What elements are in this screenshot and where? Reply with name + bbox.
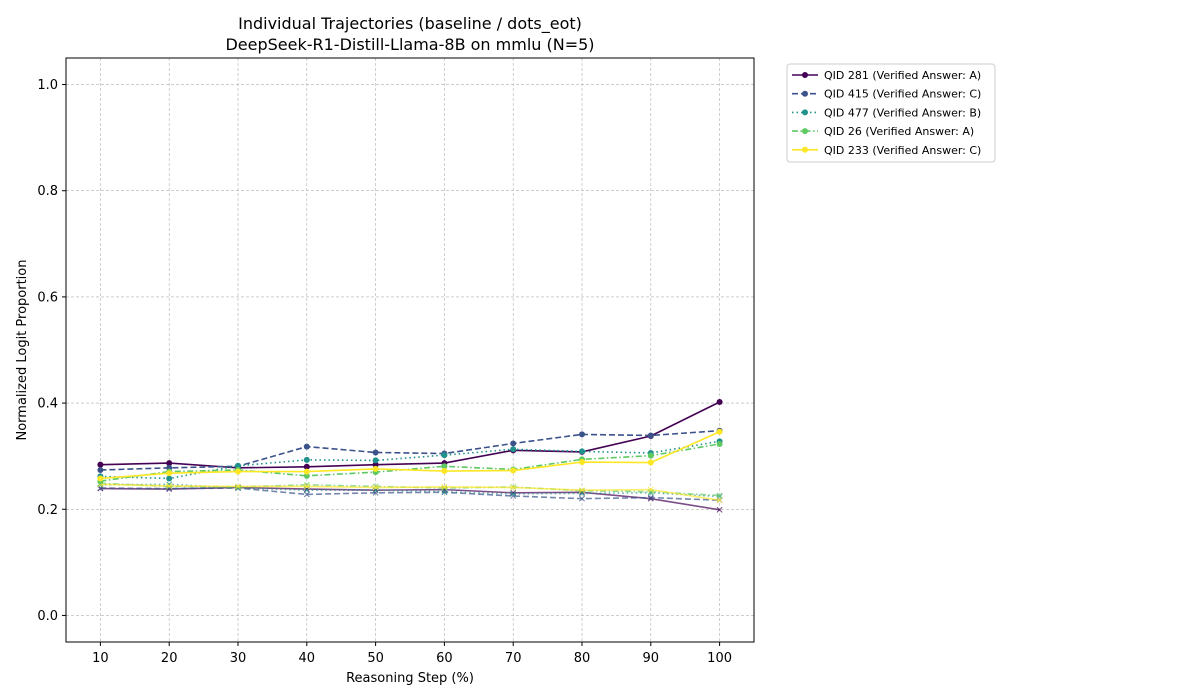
chart-subtitle: DeepSeek-R1-Distill-Llama-8B on mmlu (N=… bbox=[225, 35, 594, 54]
secondary-series-line-4 bbox=[100, 483, 720, 502]
series-point bbox=[303, 472, 310, 479]
series-point bbox=[372, 461, 379, 468]
secondary-series-point bbox=[303, 483, 310, 490]
y-axis-label: Normalized Logit Proportion bbox=[15, 260, 30, 441]
secondary-series-point bbox=[716, 506, 723, 513]
secondary-series-point bbox=[579, 487, 585, 494]
secondary-series-point bbox=[441, 483, 448, 490]
series-point bbox=[510, 446, 517, 453]
legend: QID 281 (Verified Answer: A) QID 415 (Ver… bbox=[786, 63, 996, 163]
secondary-series-point bbox=[372, 484, 379, 491]
series-point bbox=[510, 467, 517, 474]
series-line-1 bbox=[100, 429, 720, 471]
secondary-series-point bbox=[303, 491, 310, 498]
x-tick-label: 80 bbox=[574, 651, 591, 666]
x-tick-label: 40 bbox=[299, 651, 316, 666]
secondary-series-line-1 bbox=[100, 487, 720, 502]
series-point bbox=[716, 440, 723, 447]
series-point bbox=[235, 468, 241, 475]
series-point bbox=[579, 459, 585, 466]
chart-title: Individual Trajectories (baseline / dots… bbox=[238, 14, 582, 34]
series-point bbox=[647, 432, 654, 439]
series-point bbox=[303, 468, 310, 475]
secondary-series-point bbox=[510, 484, 517, 491]
legend-label: QID 233 (Verified Answer: C) bbox=[824, 144, 981, 157]
legend-label: QID 415 (Verified Answer: C) bbox=[824, 88, 981, 101]
series-point bbox=[166, 475, 173, 482]
series-line-0 bbox=[100, 401, 720, 469]
series-point bbox=[303, 443, 310, 450]
series-point bbox=[647, 459, 654, 466]
x-tick-label: 10 bbox=[92, 651, 109, 666]
legend-marker bbox=[802, 146, 808, 153]
secondary-series-point bbox=[372, 489, 379, 496]
x-tick-label: 60 bbox=[436, 651, 453, 666]
legend-label: QID 477 (Verified Answer: B) bbox=[824, 106, 981, 119]
x-tick-label: 30 bbox=[230, 651, 247, 666]
axis-ticks: 10 20 30 40 50 60 70 80 90 100 0.0 0.2 0.4 0.6 0.8 1.0 bbox=[37, 78, 732, 666]
secondary-series-point bbox=[510, 490, 517, 497]
legend-marker bbox=[802, 72, 808, 78]
series-line-3 bbox=[100, 443, 720, 482]
x-tick-label: 20 bbox=[161, 651, 178, 666]
y-tick-label: 1.0 bbox=[37, 78, 58, 93]
y-tick-label: 0.6 bbox=[37, 290, 58, 305]
series-point bbox=[97, 466, 104, 473]
series-line-4 bbox=[100, 431, 720, 480]
x-tick-label: 90 bbox=[643, 651, 660, 666]
y-tick-label: 0.2 bbox=[37, 503, 58, 518]
plot-frame bbox=[65, 57, 755, 643]
series-point bbox=[303, 456, 310, 463]
legend-marker bbox=[802, 90, 808, 97]
x-tick-label: 100 bbox=[707, 651, 732, 666]
series-point bbox=[97, 461, 104, 468]
secondary-series-point bbox=[235, 483, 241, 490]
series-point bbox=[235, 462, 241, 469]
grid bbox=[66, 58, 754, 642]
y-tick-label: 0.4 bbox=[37, 397, 58, 412]
plot-series bbox=[97, 399, 723, 513]
series-point bbox=[510, 440, 517, 447]
series-point bbox=[579, 448, 585, 455]
secondary-series-point bbox=[716, 497, 723, 504]
series-point bbox=[579, 431, 585, 438]
secondary-series-point bbox=[647, 486, 654, 493]
series-point bbox=[441, 452, 448, 459]
legend-label: QID 26 (Verified Answer: A) bbox=[824, 125, 974, 138]
series-point bbox=[647, 452, 654, 459]
x-axis-label: Reasoning Step (%) bbox=[346, 671, 474, 686]
series-point bbox=[372, 457, 379, 464]
legend-frame bbox=[786, 63, 996, 163]
legend-marker bbox=[802, 109, 808, 116]
series-point bbox=[441, 463, 448, 470]
y-tick-label: 0.8 bbox=[37, 184, 58, 199]
x-tick-label: 70 bbox=[505, 651, 522, 666]
secondary-series-point bbox=[647, 494, 654, 501]
series-point bbox=[441, 468, 448, 475]
series-point bbox=[97, 475, 104, 482]
y-tick-label: 0.0 bbox=[37, 609, 58, 624]
series-point bbox=[372, 449, 379, 456]
series-point bbox=[166, 460, 173, 467]
series-point bbox=[716, 399, 723, 406]
secondary-series-point bbox=[579, 495, 585, 502]
x-tick-label: 50 bbox=[367, 651, 384, 666]
secondary-series-point bbox=[716, 492, 723, 499]
series-point bbox=[303, 463, 310, 470]
legend-label: QID 281 (Verified Answer: A) bbox=[824, 69, 981, 82]
secondary-series-point bbox=[166, 482, 173, 489]
series-point bbox=[716, 428, 723, 435]
series-point bbox=[166, 470, 173, 477]
legend-marker bbox=[802, 128, 808, 135]
series-point bbox=[372, 465, 379, 472]
